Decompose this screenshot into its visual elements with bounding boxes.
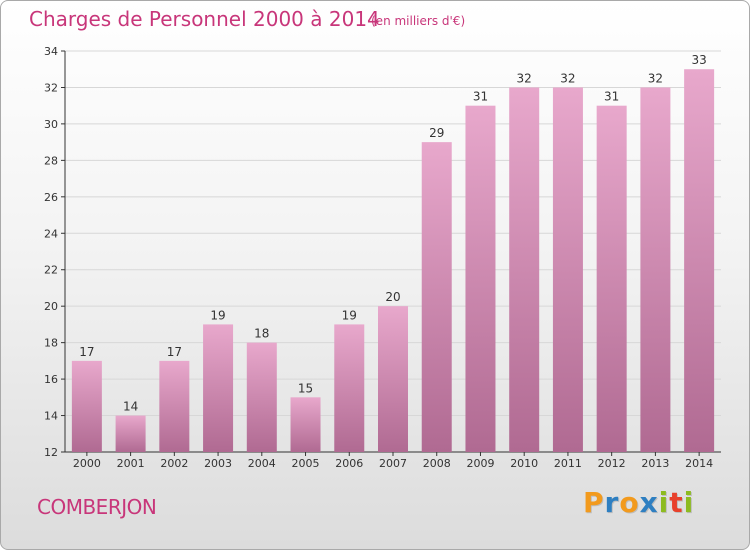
data-label: 15 <box>298 381 313 395</box>
data-label: 19 <box>210 308 225 322</box>
logo-letter: P <box>583 486 605 519</box>
y-tick-label: 28 <box>44 154 58 167</box>
data-label: 32 <box>560 71 575 85</box>
y-tick-label: 12 <box>44 446 58 459</box>
x-tick-label: 2004 <box>248 457 276 470</box>
data-label: 14 <box>123 400 138 414</box>
x-tick-label: 2005 <box>292 457 320 470</box>
data-label: 29 <box>429 126 444 140</box>
logo-letter: x <box>639 486 659 519</box>
x-tick-label: 2012 <box>598 457 626 470</box>
x-tick-label: 2006 <box>335 457 363 470</box>
bar <box>334 324 365 452</box>
x-tick-label: 2000 <box>73 457 101 470</box>
y-tick-label: 26 <box>44 191 58 204</box>
x-tick-label: 2010 <box>510 457 538 470</box>
data-label: 31 <box>473 90 488 104</box>
x-tick-label: 2008 <box>423 457 451 470</box>
chart-subtitle: (en milliers d'€) <box>371 14 466 28</box>
data-label: 32 <box>648 71 663 85</box>
bar <box>71 360 102 452</box>
bar <box>684 69 715 453</box>
y-tick-label: 20 <box>44 300 58 313</box>
data-label: 33 <box>691 53 706 67</box>
y-tick-label: 32 <box>44 81 58 94</box>
bar <box>203 324 234 452</box>
commune-name: COMBERJON <box>37 495 157 519</box>
logo-letter: r <box>604 486 620 519</box>
data-label: 32 <box>517 71 532 85</box>
x-tick-label: 2003 <box>204 457 232 470</box>
x-tick-label: 2013 <box>641 457 669 470</box>
y-tick-label: 14 <box>44 410 58 423</box>
logo-letter: i <box>658 486 670 519</box>
y-tick-label: 16 <box>44 373 58 386</box>
bar <box>378 306 408 452</box>
x-tick-label: 2002 <box>160 457 188 470</box>
data-label: 20 <box>385 290 400 304</box>
x-tick-label: 2009 <box>466 457 494 470</box>
bar <box>159 360 190 452</box>
bar <box>465 105 496 452</box>
data-label: 31 <box>604 90 619 104</box>
chart-title: Charges de Personnel 2000 à 2014 <box>29 7 380 31</box>
bar <box>552 87 583 453</box>
data-label: 18 <box>254 327 269 341</box>
bar <box>115 415 146 452</box>
proxiti-logo: Proxiti <box>583 486 694 519</box>
bar <box>290 397 321 452</box>
x-tick-label: 2014 <box>685 457 713 470</box>
logo-letter: i <box>683 486 695 519</box>
y-tick-label: 24 <box>44 227 58 240</box>
x-tick-label: 2011 <box>554 457 582 470</box>
data-label: 19 <box>342 308 357 322</box>
bar <box>246 342 277 452</box>
logo-letter: o <box>619 486 640 519</box>
bar <box>421 142 452 453</box>
y-tick-label: 34 <box>44 45 58 58</box>
data-label: 17 <box>79 345 94 359</box>
x-tick-label: 2001 <box>117 457 145 470</box>
y-tick-label: 18 <box>44 337 58 350</box>
x-tick-label: 2007 <box>379 457 407 470</box>
bar <box>596 105 627 452</box>
y-tick-label: 22 <box>44 264 58 277</box>
logo-letter: t <box>669 486 684 519</box>
bar <box>640 87 671 453</box>
bar <box>509 87 540 453</box>
y-tick-label: 30 <box>44 118 58 131</box>
data-label: 17 <box>167 345 182 359</box>
